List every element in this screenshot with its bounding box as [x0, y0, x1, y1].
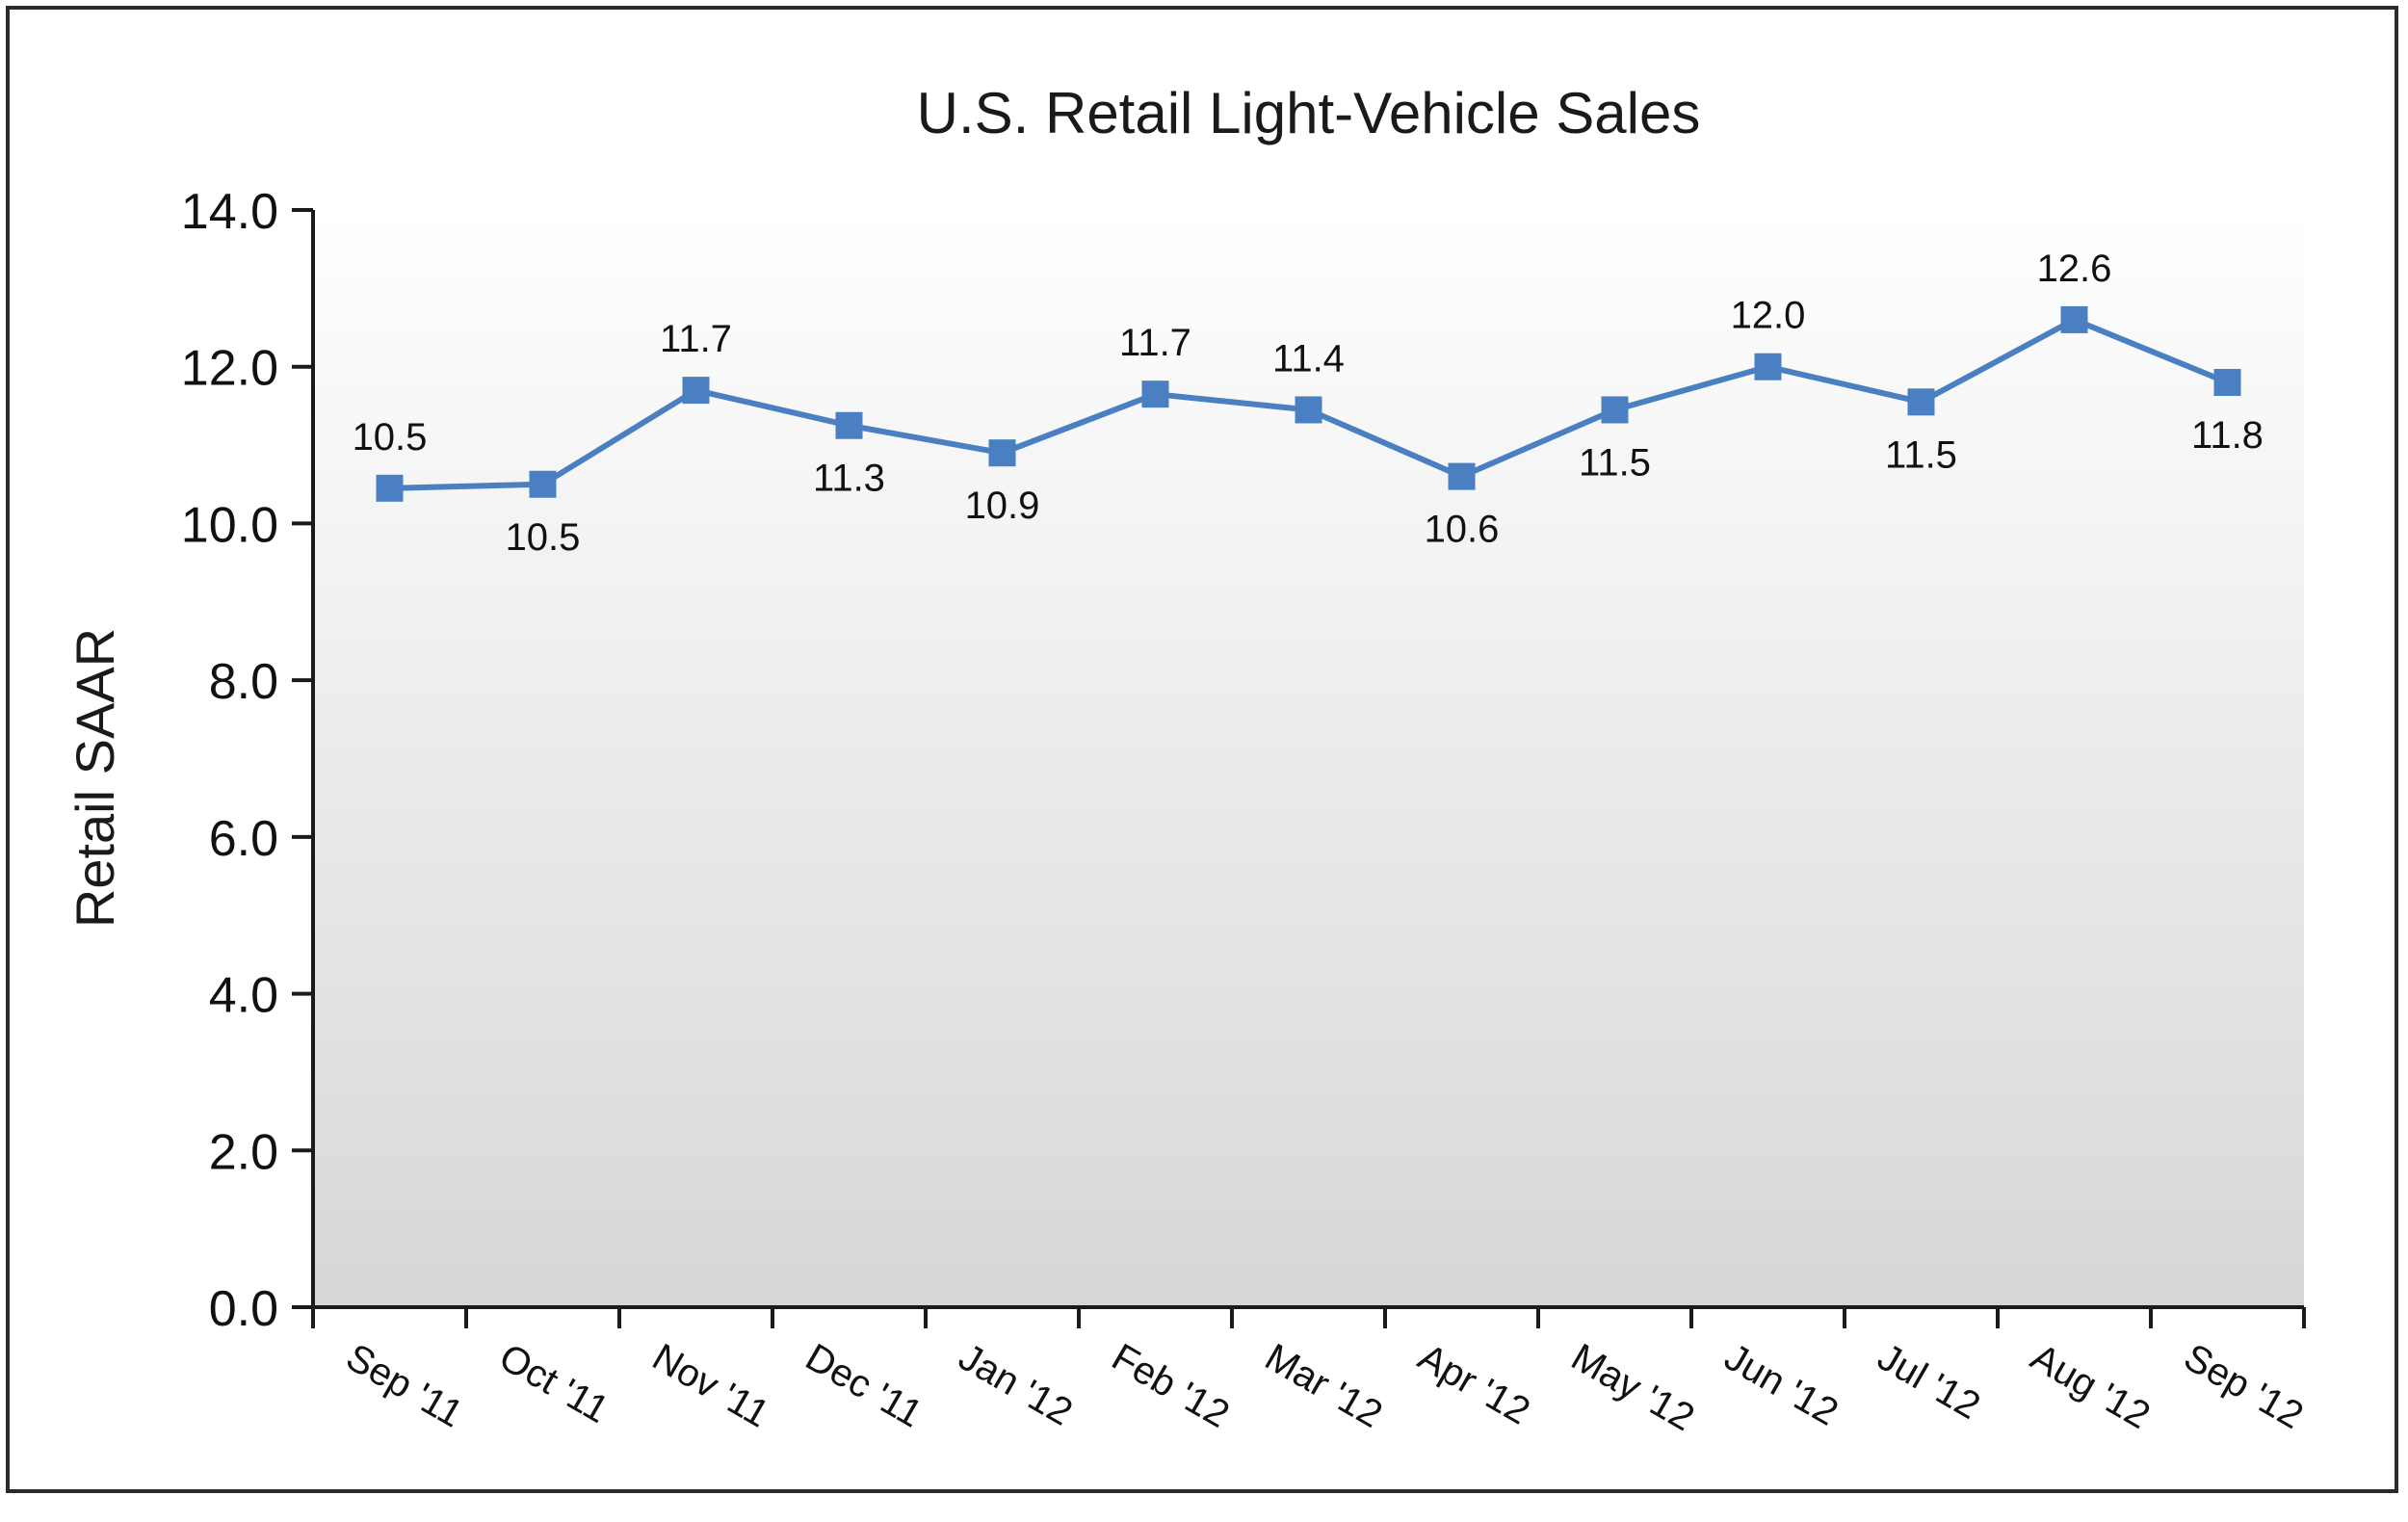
- data-point-marker: [376, 474, 404, 502]
- data-point-marker: [835, 411, 863, 439]
- data-point-marker: [988, 439, 1016, 467]
- y-tick-label: 4.0: [209, 968, 278, 1024]
- data-label: 11.7: [660, 318, 732, 360]
- y-tick-label: 8.0: [209, 654, 278, 710]
- x-tick-label: Dec '11: [798, 1336, 929, 1436]
- data-point-marker: [1907, 388, 1935, 416]
- data-label: 10.9: [965, 485, 1040, 527]
- y-tick-label: 10.0: [181, 497, 278, 553]
- data-point-marker: [2060, 305, 2088, 333]
- data-label: 12.6: [2037, 248, 2112, 290]
- x-tick-label: Oct '11: [492, 1336, 615, 1431]
- data-label: 11.4: [1272, 337, 1345, 380]
- data-label: 12.0: [1731, 295, 1806, 337]
- data-label: 10.5: [353, 416, 428, 459]
- x-tick-label: Apr '12: [1411, 1336, 1537, 1433]
- x-tick-label: Aug '12: [2024, 1336, 2157, 1437]
- data-point-marker: [682, 377, 710, 405]
- x-tick-label: Mar '12: [1258, 1336, 1389, 1436]
- x-tick-label: Nov '11: [645, 1336, 776, 1436]
- y-axis-label: Retail SAAR: [65, 628, 125, 928]
- y-tick-label: 12.0: [181, 341, 278, 397]
- data-point-marker: [529, 470, 557, 498]
- data-label: 11.8: [2191, 414, 2264, 457]
- data-point-marker: [1448, 462, 1476, 490]
- data-label: 11.5: [1579, 441, 1651, 484]
- x-axis-ticks: Sep '11 Oct '11 Nov '11 Dec '11 Jan '12 Feb '…: [311, 1307, 2310, 1440]
- y-tick-label: 2.0: [209, 1124, 278, 1180]
- x-tick-label: Jul '12: [1871, 1336, 1987, 1428]
- x-tick-label: Sep '12: [2177, 1336, 2310, 1437]
- data-point-marker: [1141, 380, 1169, 408]
- x-tick-label: Jan '12: [952, 1336, 1080, 1434]
- plot-area: [313, 210, 2304, 1307]
- data-point-marker: [1754, 353, 1782, 380]
- data-label: 11.5: [1885, 433, 1957, 476]
- axes: [311, 210, 2304, 1309]
- data-label: 10.6: [1425, 509, 1500, 551]
- data-labels: 10.5 10.5 11.7 11.3 10.9 11.7 11.4 10.6 11.5 12.0…: [353, 248, 2264, 559]
- y-tick-label: 6.0: [209, 811, 278, 867]
- data-point-marker: [2213, 368, 2241, 396]
- y-tick-label: 14.0: [181, 184, 278, 240]
- x-tick-label: Feb '12: [1105, 1336, 1236, 1436]
- data-point-marker: [1601, 396, 1629, 424]
- data-label: 11.7: [1119, 322, 1191, 364]
- data-label: 10.5: [506, 516, 581, 559]
- y-tick-label: 0.0: [209, 1281, 278, 1337]
- y-axis-ticks: 0.0 2.0 4.0 6.0 8.0 10.0 12.0 14.0: [181, 184, 313, 1337]
- x-tick-label: May '12: [1564, 1336, 1701, 1440]
- x-tick-label: Jun '12: [1717, 1336, 1845, 1434]
- chart-title: U.S. Retail Light-Vehicle Sales: [917, 81, 1701, 145]
- series-layer: [376, 305, 2241, 502]
- data-label: 11.3: [813, 458, 885, 500]
- data-point-marker: [1295, 396, 1322, 424]
- x-tick-label: Sep '11: [339, 1336, 470, 1436]
